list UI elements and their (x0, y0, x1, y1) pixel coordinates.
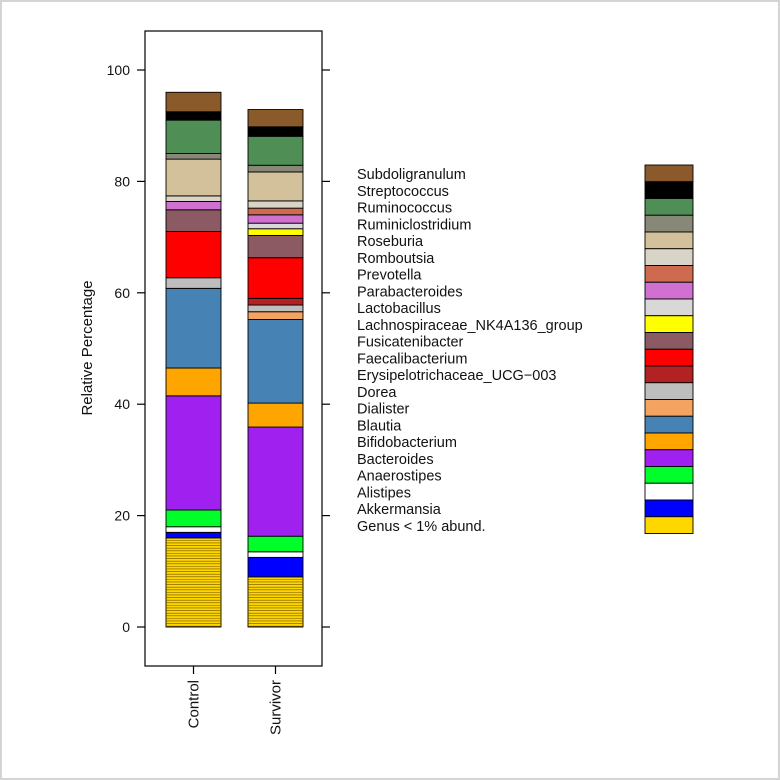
bar-segment-control-streptococcus (165, 111, 222, 121)
legend-label-lactobacillus: Lactobacillus (357, 301, 441, 317)
legend-swatch-bifidobacterium (644, 432, 694, 451)
bar-segment-control-dorea (165, 277, 222, 289)
bar-segment-control-genus-1-abund (165, 537, 222, 628)
legend-label-erysipelotrichaceae-ucg-003: Erysipelotrichaceae_UCG−003 (357, 368, 556, 384)
bar-segment-survivor-alistipes (247, 551, 304, 558)
legend-label-ruminiclostridium: Ruminiclostridium (357, 217, 471, 233)
bar-segment-control-blautia (165, 287, 222, 369)
bar-segment-survivor-erysipelotrichaceae-ucg-003 (247, 297, 304, 306)
bar-segment-control-anaerostipes (165, 509, 222, 528)
bar-segment-control-fusicatenibacter (165, 209, 222, 232)
legend-swatch-bacteroides (644, 449, 694, 467)
legend-swatch-ruminiclostridium (644, 214, 694, 233)
legend-label-genus-1-abund: Genus < 1% abund. (357, 519, 486, 535)
x-axis-labels: Control Survivor (186, 680, 285, 735)
legend-label-subdoligranulum: Subdoligranulum (357, 167, 466, 183)
bar-segment-control-subdoligranulum (165, 91, 222, 113)
legend-swatch-erysipelotrichaceae-ucg-003 (644, 365, 694, 384)
bar-segment-control-parabacteroides (165, 201, 222, 211)
legend-swatch-dialister (644, 399, 694, 417)
bar-segment-control-bacteroides (165, 395, 222, 511)
bar-segment-survivor-bifidobacterium (247, 402, 304, 428)
bar-segment-survivor-faecalibacterium (247, 257, 304, 299)
bar-segment-survivor-dorea (247, 304, 304, 313)
bar-segment-survivor-ruminiclostridium (247, 164, 304, 173)
legend-swatch-anaerostipes (644, 466, 694, 484)
legend-swatch-genus-1-abund (644, 516, 694, 534)
legend-swatch-prevotella (644, 265, 694, 283)
legend-swatch-parabacteroides (644, 281, 694, 300)
legend-swatch-lactobacillus (644, 298, 694, 317)
legend-label-prevotella: Prevotella (357, 268, 422, 284)
legend-label-dorea: Dorea (357, 385, 397, 401)
legend-label-bifidobacterium: Bifidobacterium (357, 435, 457, 451)
bar-segment-survivor-fusicatenibacter (247, 234, 304, 259)
bar-segment-survivor-prevotella (247, 207, 304, 216)
legend-swatch-ruminococcus (644, 198, 694, 216)
legend-label-parabacteroides: Parabacteroides (357, 284, 463, 300)
legend-label-fusicatenibacter: Fusicatenibacter (357, 335, 464, 351)
legend-label-romboutsia: Romboutsia (357, 251, 435, 267)
bar-segment-survivor-romboutsia (247, 200, 304, 209)
bar-segment-survivor-akkermansia (247, 556, 304, 578)
bar-segment-control-bifidobacterium (165, 367, 222, 397)
bar-segment-control-romboutsia (165, 195, 222, 202)
y-tick-label: 100 (107, 62, 131, 78)
bar-segment-survivor-lachnospiraceae-nk4a136-group (247, 228, 304, 236)
legend-swatch-streptococcus (644, 181, 694, 199)
legend-label-akkermansia: Akkermansia (357, 502, 442, 518)
legend-label-faecalibacterium: Faecalibacterium (357, 351, 467, 367)
legend-label-streptococcus: Streptococcus (357, 184, 449, 200)
x-tick-label-survivor: Survivor (268, 680, 285, 735)
y-axis-label: Relative Percentage (79, 280, 96, 415)
legend-label-bacteroides: Bacteroides (357, 452, 434, 468)
bar-segment-survivor-dialister (247, 311, 304, 320)
bars-group (165, 91, 304, 674)
bar-segment-survivor-anaerostipes (247, 535, 304, 553)
y-tick-label: 0 (122, 619, 130, 635)
legend-swatch-blautia (644, 415, 694, 434)
y-tick-label: 80 (114, 173, 130, 189)
bar-segment-control-akkermansia (165, 531, 222, 539)
plot-box (144, 30, 323, 667)
y-tick-label: 40 (114, 396, 130, 412)
y-axis: 0 20 40 60 80 100 (107, 62, 330, 635)
y-tick-label: 60 (114, 285, 130, 301)
bar-segment-control-alistipes (165, 526, 222, 533)
legend-label-alistipes: Alistipes (357, 485, 411, 501)
legend-swatch-romboutsia (644, 248, 694, 266)
y-tick-label: 20 (114, 508, 130, 524)
legend-swatches (644, 164, 694, 534)
bar-segment-control-ruminococcus (165, 119, 222, 154)
legend-label-ruminococcus: Ruminococcus (357, 201, 452, 217)
legend-label-anaerostipes: Anaerostipes (357, 469, 442, 485)
bar-segment-survivor-blautia (247, 319, 304, 404)
legend-label-dialister: Dialister (357, 402, 410, 418)
bar-segment-survivor-streptococcus (247, 126, 304, 137)
x-tick-label-control: Control (186, 680, 203, 728)
legend-swatch-lachnospiraceae-nk4a136-group (644, 315, 694, 333)
legend-label-blautia: Blautia (357, 418, 402, 434)
bar-segment-control-roseburia (165, 158, 222, 197)
bar-segment-survivor-parabacteroides (247, 214, 304, 224)
legend-swatch-alistipes (644, 482, 694, 501)
legend-swatch-faecalibacterium (644, 348, 694, 367)
legend-labels: SubdoligranulumStreptococcusRuminococcus… (357, 167, 583, 535)
bar-segment-survivor-ruminococcus (247, 135, 304, 166)
legend-swatch-akkermansia (644, 499, 694, 518)
legend-swatch-subdoligranulum (644, 164, 694, 183)
legend-swatch-roseburia (644, 231, 694, 250)
legend-label-lachnospiraceae-nk4a136-group: Lachnospiraceae_NK4A136_group (357, 318, 583, 334)
bar-segment-survivor-lactobacillus (247, 222, 304, 230)
bar-segment-survivor-roseburia (247, 171, 304, 202)
bar-segment-survivor-subdoligranulum (247, 109, 304, 128)
legend-swatch-dorea (644, 382, 694, 400)
legend-swatch-fusicatenibacter (644, 332, 694, 350)
legend-label-roseburia: Roseburia (357, 234, 424, 250)
bar-segment-control-faecalibacterium (165, 231, 222, 279)
bar-segment-control-ruminiclostridium (165, 153, 222, 160)
bar-segment-survivor-bacteroides (247, 426, 304, 537)
